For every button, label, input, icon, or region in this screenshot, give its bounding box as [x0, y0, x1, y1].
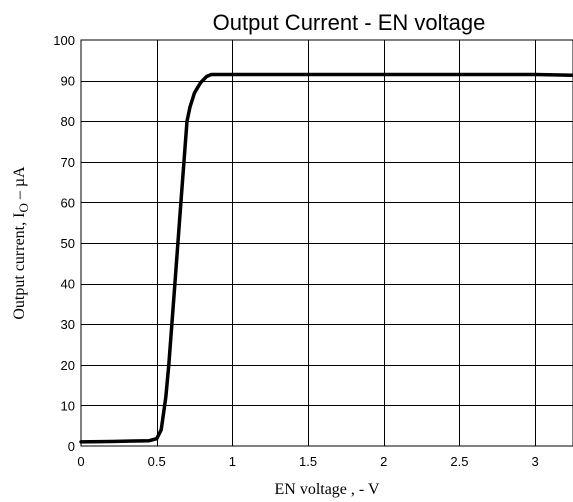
chart-title: Output Current - EN voltage — [213, 10, 486, 35]
y-tick-label: 40 — [61, 277, 75, 292]
y-tick-label: 90 — [61, 74, 75, 89]
y-axis-label-unit: – µA — [11, 166, 28, 203]
y-axis-label: Output current, IO – µA — [11, 166, 31, 320]
x-tick-label: 3 — [532, 454, 539, 469]
x-tick-label: 0.5 — [148, 454, 166, 469]
y-tick-labels: 0 10 20 30 40 50 60 70 80 90 100 — [53, 33, 75, 454]
y-tick-label: 10 — [61, 398, 75, 413]
x-tick-label: 2 — [380, 454, 387, 469]
y-tick-label: 50 — [61, 236, 75, 251]
y-tick-label: 30 — [61, 317, 75, 332]
y-tick-label: 100 — [53, 33, 75, 48]
y-tick-label: 0 — [68, 439, 75, 454]
x-tick-label: 2.5 — [450, 454, 468, 469]
x-tick-label: 1 — [229, 454, 236, 469]
y-axis-label-main: Output current, I — [11, 213, 28, 320]
grid — [81, 40, 573, 446]
y-axis-label-subscript: O — [16, 203, 31, 212]
y-tick-label: 70 — [61, 155, 75, 170]
x-tick-label: 0 — [77, 454, 84, 469]
x-tick-labels: 0 0.5 1 1.5 2 2.5 3 — [77, 454, 538, 469]
y-tick-label: 20 — [61, 358, 75, 373]
y-tick-label: 80 — [61, 114, 75, 129]
x-tick-label: 1.5 — [299, 454, 317, 469]
plot-frame — [80, 39, 573, 447]
y-tick-label: 60 — [61, 195, 75, 210]
series-line — [79, 72, 573, 444]
x-axis-label: EN voltage , - V — [274, 481, 379, 498]
